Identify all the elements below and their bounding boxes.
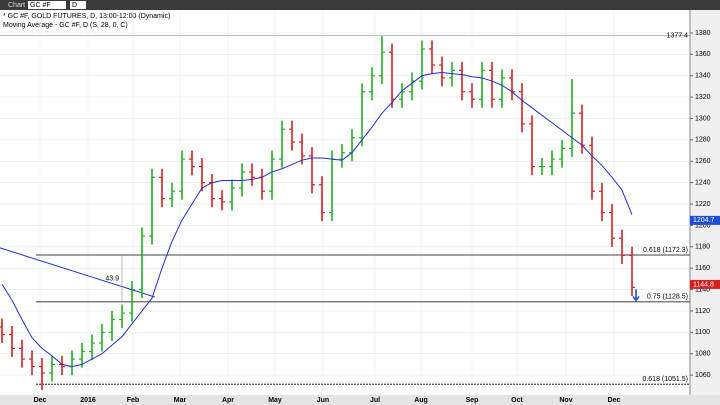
x-tick-label: Nov xyxy=(559,397,572,404)
symbol-text: GC #F xyxy=(30,2,51,9)
price-tag xyxy=(690,215,720,225)
y-tick-label: 1240 xyxy=(695,179,711,186)
x-tick-label: Jun xyxy=(317,397,329,404)
fib-label: 0.618 (1051.5) xyxy=(642,376,688,383)
x-tick-label: Oct xyxy=(511,397,523,404)
price-tag xyxy=(690,279,720,289)
x-tick-label: Feb xyxy=(127,397,139,404)
x-tick-label: Dec xyxy=(608,397,621,404)
y-tick-label: 1260 xyxy=(695,158,711,165)
y-tick-label: 1200 xyxy=(695,222,711,229)
x-tick-label: Jul xyxy=(370,397,380,404)
trendline xyxy=(0,247,156,298)
y-tick-label: 1300 xyxy=(695,115,711,122)
y-tick-label: 1100 xyxy=(695,329,710,336)
y-tick-label: 1280 xyxy=(695,137,711,144)
measure-label: 43.9 xyxy=(105,275,119,282)
y-tick-label: 1360 xyxy=(695,51,711,58)
x-tick-label: Sep xyxy=(466,397,479,404)
y-tick-label: 1160 xyxy=(695,265,710,272)
moving-average xyxy=(1,72,633,368)
high-label: 1377.4 xyxy=(667,33,689,40)
x-tick-label: Dec xyxy=(34,397,47,404)
fib-label: 0.618 (1172.3) xyxy=(643,247,688,254)
legend-line: * GC #F, GOLD FUTURES, D, 13:00-12:00 (D… xyxy=(3,13,170,20)
y-tick-label: 1060 xyxy=(695,372,711,379)
symbol-input[interactable] xyxy=(28,1,66,9)
x-tick-label: Apr xyxy=(222,397,234,404)
x-tick-label: May xyxy=(268,397,282,404)
x-tick-label: 2016 xyxy=(80,397,96,404)
toolbar-label: Chart xyxy=(8,2,25,9)
interval-input[interactable] xyxy=(70,1,86,9)
x-tick-label: Mar xyxy=(174,397,187,404)
time-axis xyxy=(0,395,720,405)
toolbar xyxy=(0,0,720,10)
price-tag-label: 1204.7 xyxy=(693,217,715,224)
fib-label: 0.75 (1128.5) xyxy=(647,294,688,301)
y-tick-label: 1180 xyxy=(695,244,710,251)
legend-line: Moving Average - GC #F, D (S, 28, 0, C) xyxy=(3,22,128,29)
down-arrow xyxy=(632,289,640,302)
x-tick-label: Aug xyxy=(414,397,428,404)
y-tick-label: 1220 xyxy=(695,201,711,208)
y-tick-label: 1080 xyxy=(695,351,711,358)
y-tick-label: 1380 xyxy=(695,30,711,37)
interval-text: D xyxy=(72,2,77,9)
price-tag-label: 1144.8 xyxy=(693,281,714,288)
y-tick-label: 1120 xyxy=(695,308,710,315)
y-tick-label: 1340 xyxy=(695,73,711,80)
price-axis xyxy=(690,10,720,405)
y-tick-label: 1320 xyxy=(695,94,711,101)
y-tick-label: 1140 xyxy=(695,286,710,293)
